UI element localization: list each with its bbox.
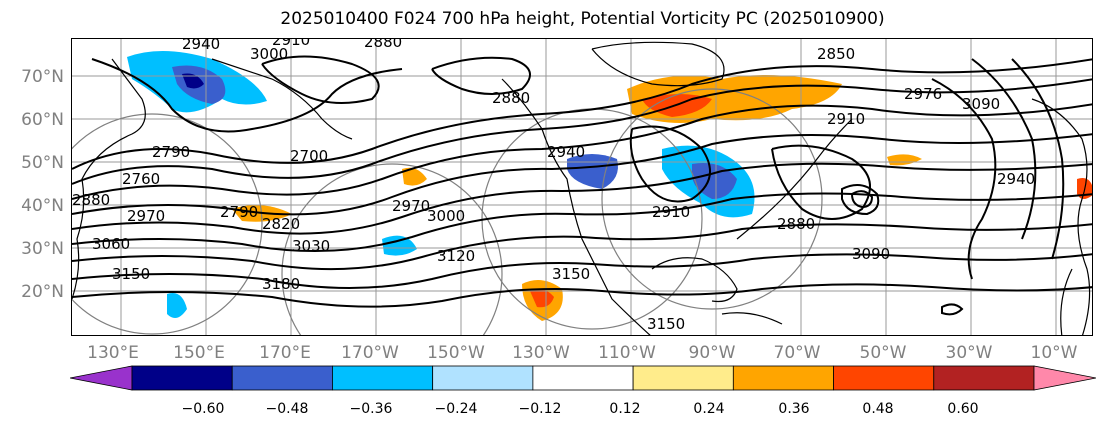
contour-label: 2880 [364,39,402,51]
colorbar-tick-label: 0.12 [609,401,641,417]
contour-label: 2820 [262,215,300,233]
contour-label: 2910 [652,203,690,221]
contour-label: 3090 [852,245,890,263]
contour-label: 2940 [997,170,1035,188]
lon-label-50w: 50°W [859,343,907,363]
contour-label: 3090 [962,95,1000,113]
contour-label: 2790 [220,203,258,221]
lat-label-40: 40°N [21,196,64,216]
contour-label: 3060 [92,235,130,253]
contour-label-group: 2940 3000 2910 2880 2850 2790 2760 2700 … [72,39,1035,333]
coast-caribbean [721,312,783,325]
contour-label: 2970 [127,207,165,225]
map-title: 2025010400 F024 700 hPa height, Potentia… [280,9,885,29]
height-contours [72,55,1092,316]
pv-positive-area-midatlantic [887,154,922,166]
contour-label: 3150 [552,265,590,283]
contour-label: 2880 [492,89,530,107]
contour-label: 2910 [272,39,310,49]
lon-label-150e: 150°E [173,343,225,363]
pv-strong-positive-mexico [530,289,554,308]
contour-label: 2940 [182,39,220,53]
contour-label: 3180 [262,275,300,293]
lat-label-20: 20°N [21,282,64,302]
colorbar-cell [432,365,534,391]
colorbar-cell [933,365,1035,391]
pv-negative-area-canada [567,154,618,189]
colorbar-cell [532,365,634,391]
colorbar-cell [833,365,935,391]
contour-label: 3150 [112,265,150,283]
coast-greenland [591,41,725,87]
contour-label: 3120 [437,247,475,265]
pv-negative-area-pacific [382,235,417,256]
colorbar-cell [632,365,734,391]
colorbar-extend-high [1033,365,1096,391]
lon-label-90w: 90°W [688,343,736,363]
lon-label-150w: 150°W [427,343,485,363]
colorbar-tick-label: 0.60 [947,401,979,417]
coast-gulf-mexico [651,257,738,303]
lon-label-70w: 70°W [773,343,821,363]
map-panel: 2940 3000 2910 2880 2850 2790 2760 2700 … [71,38,1093,336]
colorbar-cell [131,365,233,391]
contour-label: 2910 [827,110,865,128]
pv-deep-negative-alaska [182,73,204,89]
contour-label: 2970 [392,197,430,215]
colorbar-tick-label: 0.36 [778,401,810,417]
lon-label-10w: 10°W [1030,343,1078,363]
colorbar-tick-label: 0.48 [862,401,894,417]
lon-label-130e: 130°E [87,343,139,363]
contour-label: 2880 [72,191,110,209]
contour-label: 2700 [290,147,328,165]
contour-label: 3030 [292,237,330,255]
coast-africa [1060,268,1073,335]
colorbar-tick-label: 0.24 [693,401,725,417]
pv-positive-area-pacific [402,167,427,186]
contour-label: 3000 [427,207,465,225]
lon-label-170w: 170°W [341,343,399,363]
colorbar-tick-label: −0.60 [181,401,225,417]
colorbar-tick-label: −0.24 [434,401,478,417]
colorbar-tick-label: −0.48 [265,401,309,417]
contour-label: 2760 [122,170,160,188]
lon-label-130w: 130°W [512,343,570,363]
lon-label-170e: 170°E [259,343,311,363]
range-circles [72,88,823,335]
colorbar-cell [732,365,834,391]
colorbar-cell [231,365,333,391]
contour-label: 2850 [817,45,855,63]
colorbar-tick-label: −0.12 [518,401,562,417]
lat-label-30: 30°N [21,239,64,259]
contour-label: 2790 [152,143,190,161]
lat-label-60: 60°N [21,110,64,130]
colorbar [70,365,1096,391]
coast-europe [1031,98,1091,335]
contour-label: 2940 [547,143,585,161]
colorbar-tick-label: −0.36 [349,401,393,417]
lon-label-110w: 110°W [598,343,656,363]
coast-alaska [211,58,353,140]
pv-negative-area-hawaii [167,293,187,318]
colorbar-cell [332,365,434,391]
colorbar-extend-low [70,365,133,391]
contour-label: 2880 [777,215,815,233]
contour-label: 3150 [647,315,685,333]
lon-label-30w: 30°W [945,343,993,363]
coast-north-america-west [501,78,651,335]
coast-north-america-east [736,118,853,240]
contour-label: 2976 [904,85,942,103]
map-canvas: 2940 3000 2910 2880 2850 2790 2760 2700 … [72,39,1092,335]
lat-label-70: 70°N [21,67,64,87]
contour-label: 3000 [250,45,288,63]
lat-label-50: 50°N [21,153,64,173]
